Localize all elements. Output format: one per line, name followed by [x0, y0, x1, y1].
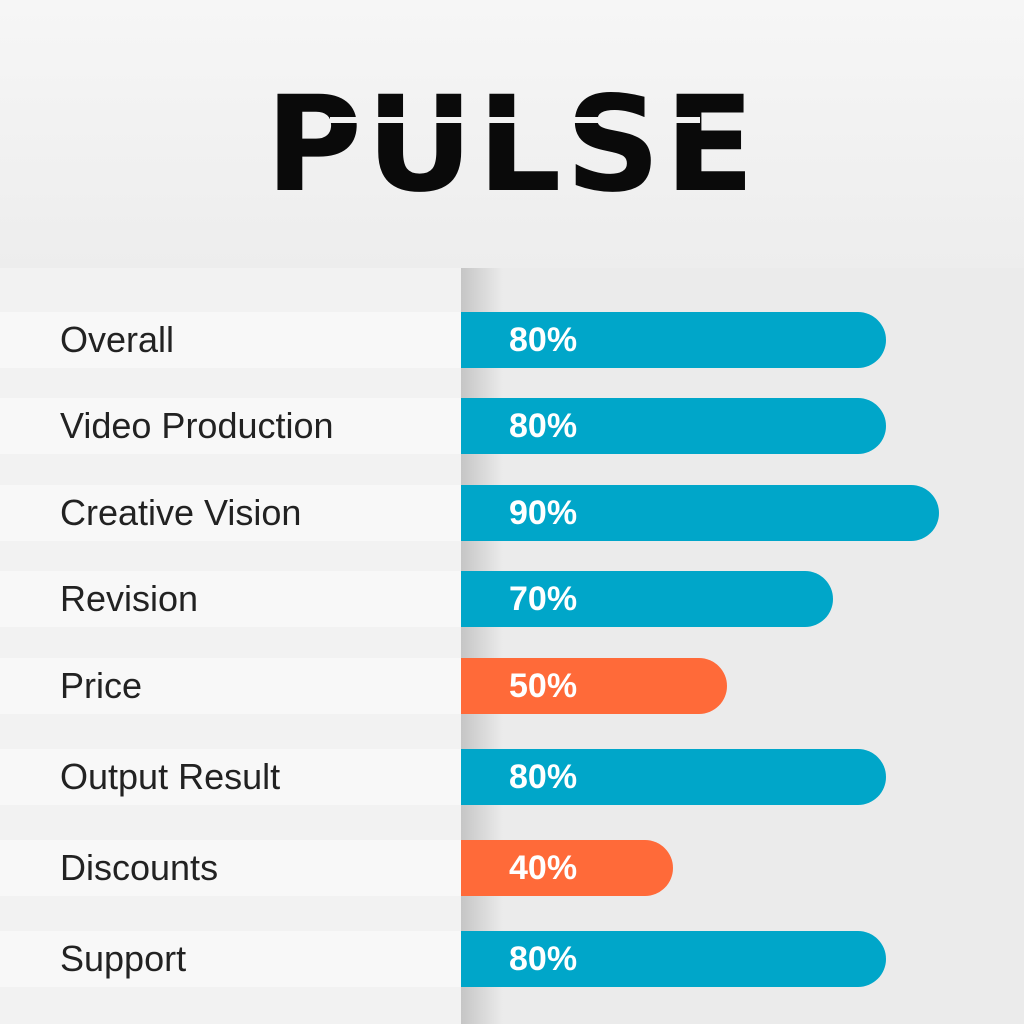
bar: 40%: [461, 840, 673, 896]
bar: 90%: [461, 485, 939, 541]
category-label: Revision: [60, 578, 199, 619]
bar-value-label: 50%: [509, 667, 578, 705]
header: PULSE: [0, 0, 1024, 268]
bar-value-label: 80%: [509, 758, 578, 796]
row-label-background: [0, 658, 461, 714]
logo-slice-line: [330, 117, 700, 123]
row-label-background: [0, 398, 461, 454]
chart-row: Video Production 80%: [0, 398, 1024, 454]
chart-row: Creative Vision 90%: [0, 485, 1024, 541]
bar-value-label: 80%: [509, 321, 578, 359]
chart-row: Discounts 40%: [0, 840, 1024, 896]
row-label-background: [0, 840, 461, 896]
chart-row: Overall 80%: [0, 312, 1024, 368]
chart-row: Price 50%: [0, 658, 1024, 714]
bar: 70%: [461, 571, 833, 627]
pulse-logo: PULSE: [265, 68, 758, 222]
bar-value-label: 70%: [509, 580, 578, 618]
category-label: Overall: [60, 319, 175, 360]
bar: 80%: [461, 931, 886, 987]
chart-row: Support 80%: [0, 931, 1024, 987]
bar: 80%: [461, 312, 886, 368]
bar: 80%: [461, 398, 886, 454]
bar-value-label: 80%: [509, 407, 578, 445]
row-label-background: [0, 312, 461, 368]
bar: 50%: [461, 658, 727, 714]
row-label-background: [0, 749, 461, 805]
bar-value-label: 40%: [509, 849, 578, 887]
category-label: Price: [60, 665, 143, 706]
category-label: Discounts: [60, 847, 219, 888]
bar-value-label: 90%: [509, 494, 578, 532]
bar: 80%: [461, 749, 886, 805]
category-label: Support: [60, 938, 187, 979]
category-label: Creative Vision: [60, 492, 302, 533]
panel-divider-shadow: [461, 268, 503, 1024]
label-panel: [0, 268, 461, 1024]
row-label-background: [0, 931, 461, 987]
row-label-background: [0, 485, 461, 541]
bar-panel: [461, 268, 1024, 1024]
category-label: Video Production: [60, 405, 334, 446]
category-label: Output Result: [60, 756, 281, 797]
chart-row: Revision 70%: [0, 571, 1024, 627]
chart-row: Output Result 80%: [0, 749, 1024, 805]
row-label-background: [0, 571, 461, 627]
logo-title: PULSE: [265, 68, 758, 222]
bar-value-label: 80%: [509, 940, 578, 978]
